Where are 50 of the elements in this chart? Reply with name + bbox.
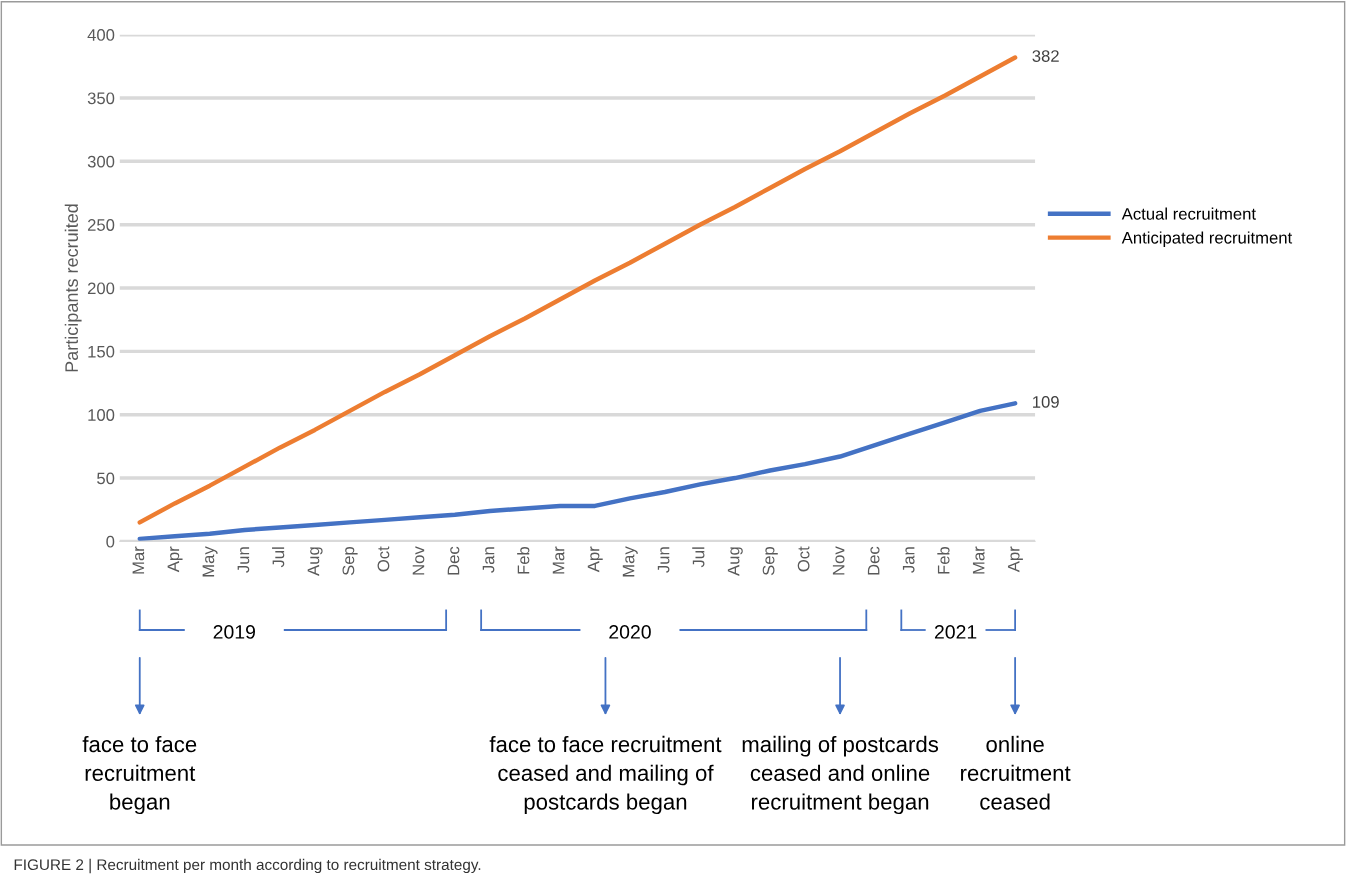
text: face to face recruitment ceased and mailing of postcards began [489, 735, 722, 815]
x-tick-label: Oct [797, 546, 810, 572]
x-tick-label: Aug [307, 547, 323, 576]
x-tick-label: Mar [552, 546, 565, 574]
x-tick-label: Mar [972, 546, 985, 574]
x-tick-label: May [202, 546, 218, 577]
caption: FIGURE 2 | Recruitment per month according to recruitment strategy. [14, 858, 481, 874]
line-series [137, 55, 1018, 525]
y-tick-label: 300 [87, 155, 115, 168]
y-tick-label: 0 [106, 535, 115, 548]
text: 2020 [609, 625, 651, 639]
x-tick-label: Jan [482, 547, 495, 573]
legend-label: Actual recruitment [1121, 207, 1256, 220]
x-tick-label: Feb [517, 546, 530, 574]
x-tick-label: Jun [657, 547, 670, 573]
y-tick-label: 150 [88, 345, 115, 358]
data-label: 109 [1033, 395, 1059, 408]
y-tick-label: 100 [88, 409, 115, 421]
x-tick-label: Jun [237, 547, 250, 573]
x-tick-label: Dec [867, 546, 880, 575]
x-tick-label: May [622, 546, 638, 577]
y-tick-label: 50 [97, 472, 115, 485]
x-tick-label: Nov [832, 546, 845, 575]
x-tick-label: Mar [132, 546, 145, 574]
x-tick-label: Dec [447, 546, 460, 575]
text: 2021 [934, 625, 977, 639]
x-tick-label: Apr [1007, 546, 1023, 573]
y-tick-label: 250 [87, 219, 115, 231]
x-tick-label: Feb [937, 546, 950, 574]
text: 2019 [213, 625, 255, 639]
line-series [137, 401, 1018, 542]
text: mailing of postcards ceased and online recruitment began [742, 735, 939, 815]
x-tick-label: Apr [167, 546, 183, 573]
x-tick-label: Jul [272, 547, 285, 568]
y-tick-label: 350 [87, 92, 115, 105]
x-tick-label: Jan [902, 547, 915, 573]
x-tick-label: Nov [412, 546, 425, 575]
text: online recruitment ceased [961, 735, 1071, 810]
x-tick-label: Jul [692, 547, 705, 568]
y-tick-label: 400 [87, 29, 115, 41]
legend-label: Anticipated recruitment [1121, 231, 1293, 247]
y-axis-title: Participants recruited [64, 204, 82, 372]
y-tick-label: 200 [87, 282, 115, 295]
data-label: 382 [1032, 50, 1059, 62]
x-tick-label: Sep [762, 546, 778, 576]
x-tick-label: Oct [377, 546, 390, 572]
x-tick-label: Apr [587, 546, 603, 573]
x-tick-label: Aug [727, 547, 743, 576]
x-tick-label: Sep [342, 546, 358, 576]
text: face to face recruitment began [82, 735, 197, 815]
